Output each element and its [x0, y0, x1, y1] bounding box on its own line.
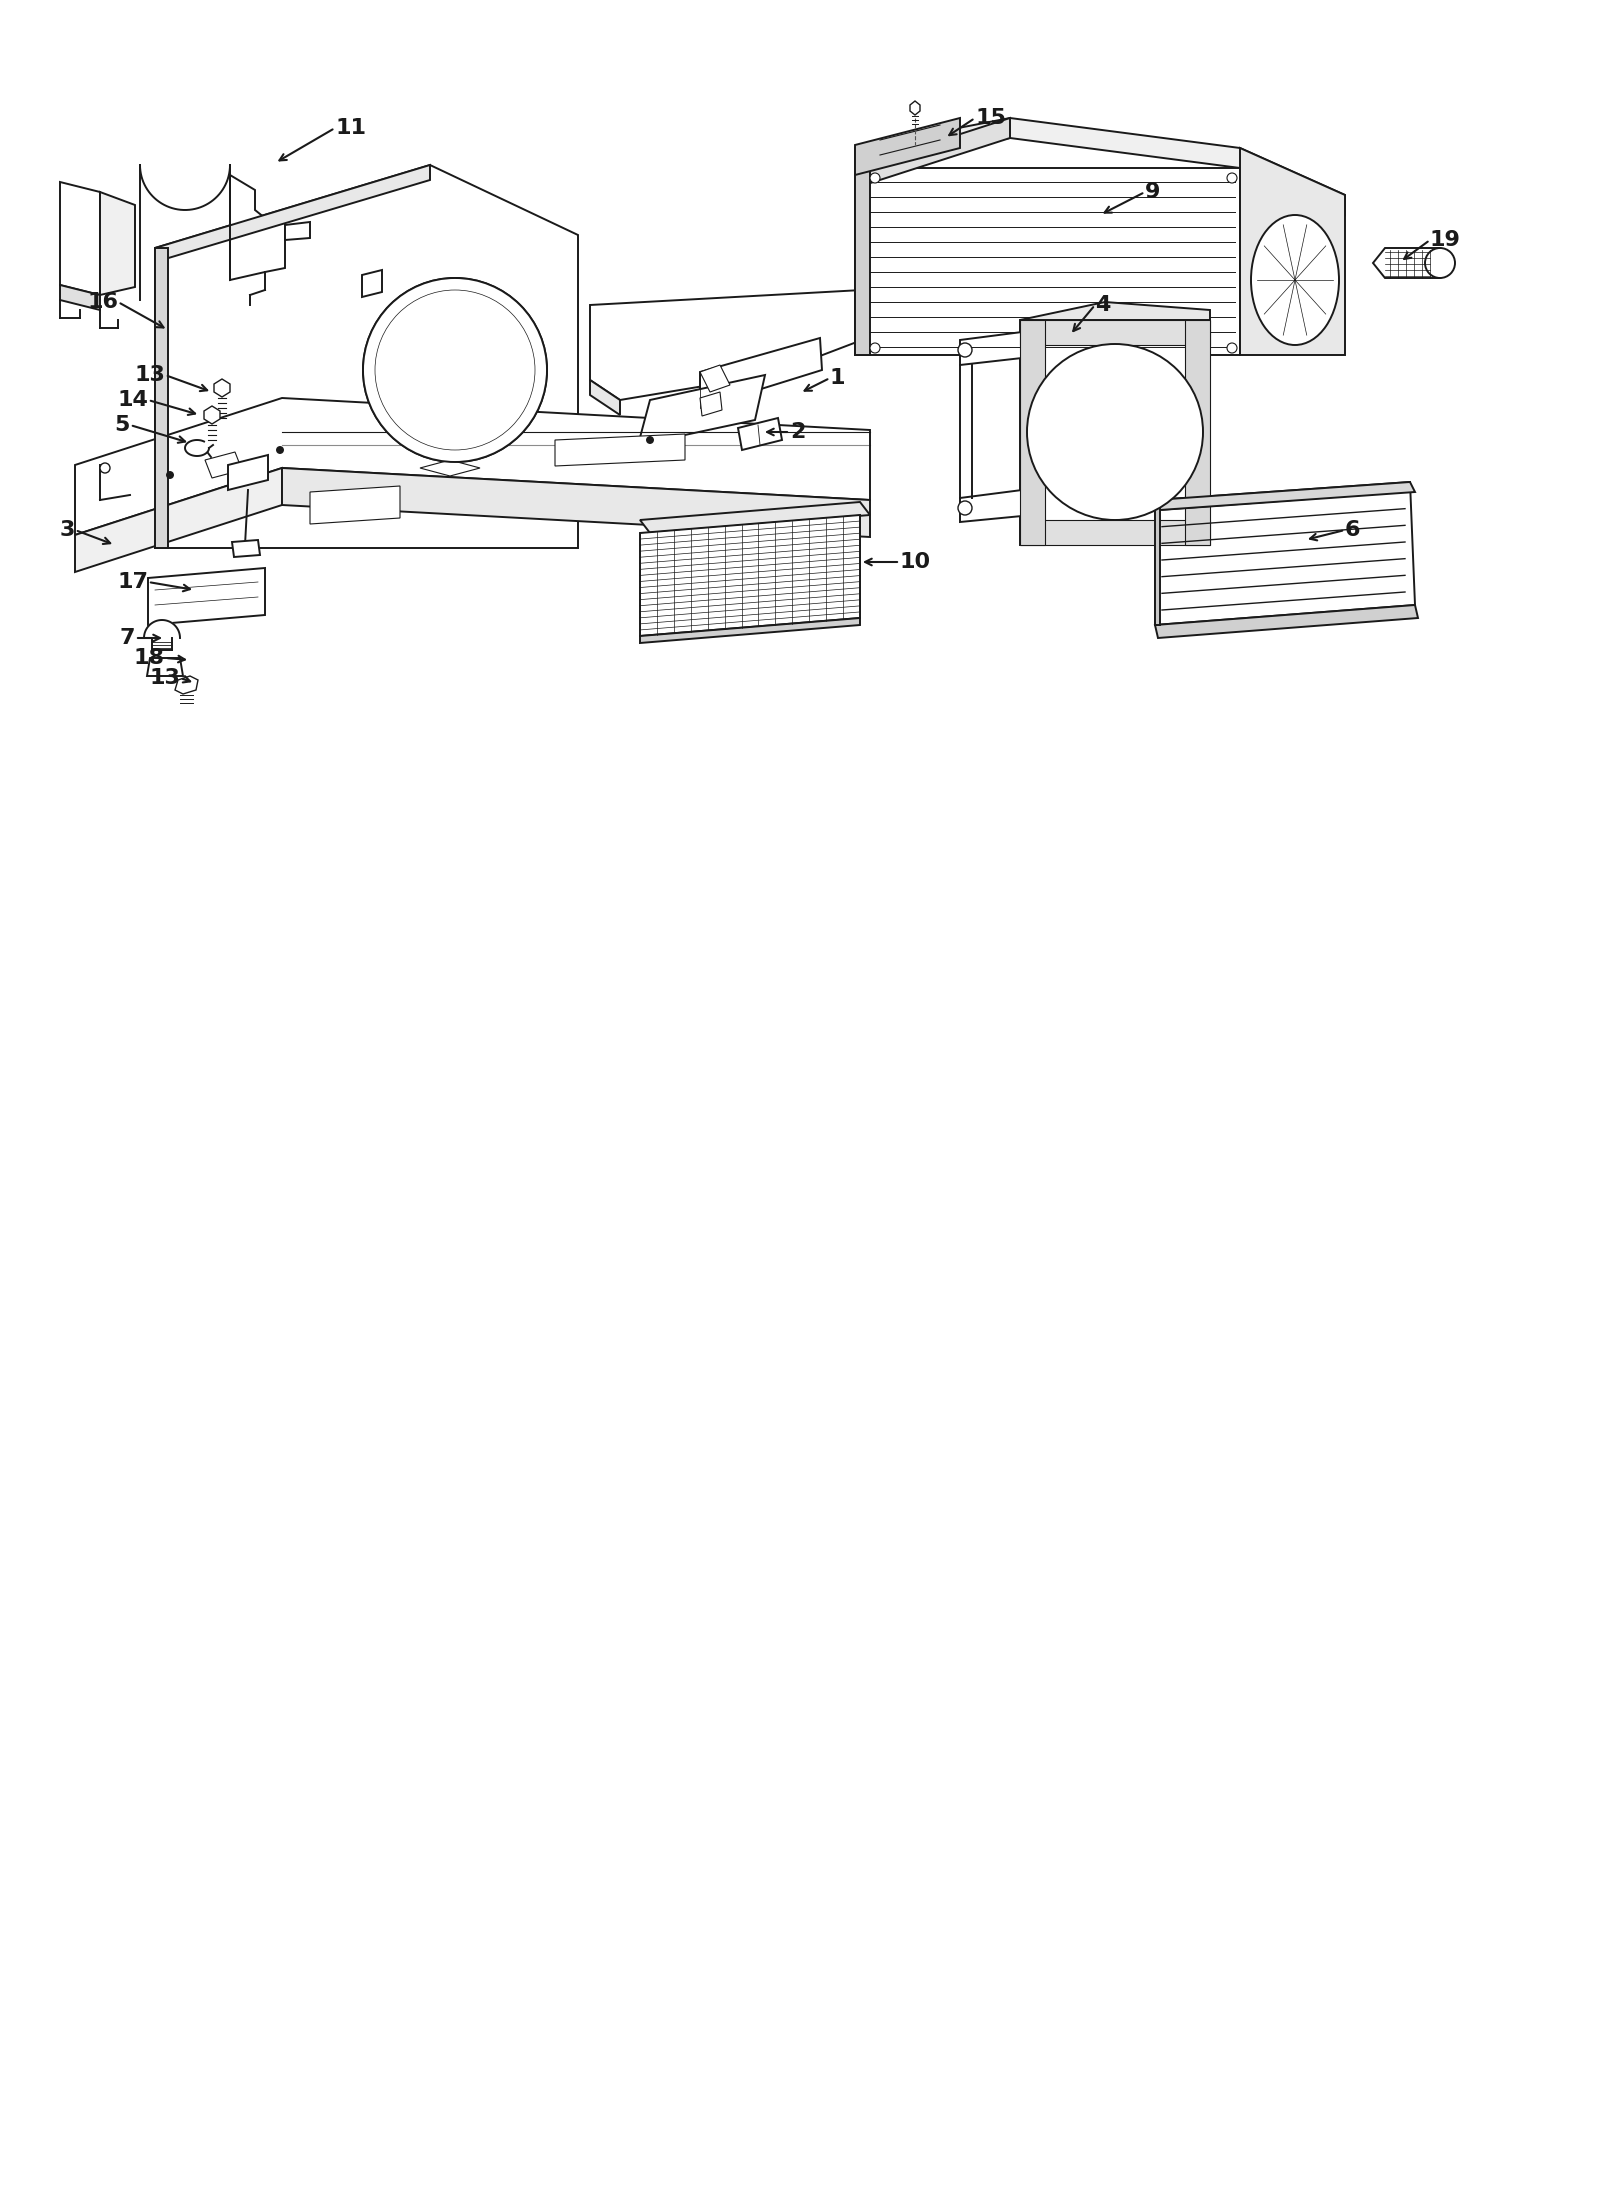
- Polygon shape: [155, 166, 430, 263]
- Text: 17: 17: [117, 572, 147, 592]
- Polygon shape: [75, 398, 870, 535]
- Text: 1: 1: [830, 369, 845, 389]
- Text: 7: 7: [120, 627, 134, 647]
- Polygon shape: [960, 490, 1022, 521]
- Polygon shape: [1021, 519, 1210, 546]
- Polygon shape: [960, 331, 1022, 364]
- Polygon shape: [282, 468, 870, 537]
- Polygon shape: [205, 453, 242, 477]
- Text: 18: 18: [134, 647, 165, 667]
- Text: 6: 6: [1346, 519, 1360, 539]
- Polygon shape: [155, 247, 168, 548]
- Polygon shape: [174, 676, 198, 694]
- Text: 10: 10: [899, 552, 931, 572]
- Circle shape: [870, 342, 880, 353]
- Polygon shape: [1373, 247, 1453, 278]
- Circle shape: [99, 464, 110, 473]
- Text: 13: 13: [134, 364, 165, 384]
- Polygon shape: [1021, 320, 1045, 546]
- Polygon shape: [854, 117, 1010, 188]
- Polygon shape: [1240, 148, 1346, 356]
- Text: 15: 15: [974, 108, 1006, 128]
- Text: 19: 19: [1430, 230, 1461, 250]
- Ellipse shape: [1426, 247, 1454, 278]
- Polygon shape: [232, 539, 259, 557]
- Polygon shape: [854, 117, 960, 175]
- Circle shape: [958, 342, 973, 358]
- Polygon shape: [1021, 303, 1210, 320]
- Polygon shape: [1155, 605, 1418, 638]
- Polygon shape: [910, 102, 920, 115]
- Polygon shape: [555, 433, 685, 466]
- Polygon shape: [590, 380, 621, 415]
- Polygon shape: [701, 364, 730, 391]
- Polygon shape: [61, 285, 99, 309]
- Circle shape: [1227, 172, 1237, 183]
- Polygon shape: [1155, 482, 1414, 625]
- Ellipse shape: [1251, 214, 1339, 345]
- Polygon shape: [205, 406, 221, 424]
- Circle shape: [1027, 345, 1203, 519]
- Text: 13: 13: [149, 667, 179, 687]
- Polygon shape: [738, 418, 782, 451]
- Polygon shape: [285, 221, 310, 241]
- Circle shape: [363, 278, 547, 462]
- Circle shape: [646, 437, 653, 444]
- Text: 9: 9: [1146, 181, 1160, 201]
- Polygon shape: [638, 376, 765, 444]
- Text: 4: 4: [1094, 296, 1110, 316]
- Polygon shape: [1021, 320, 1210, 345]
- Polygon shape: [590, 289, 862, 400]
- Polygon shape: [1186, 320, 1210, 546]
- Polygon shape: [1155, 482, 1414, 510]
- Polygon shape: [640, 515, 861, 636]
- Circle shape: [363, 278, 547, 462]
- Circle shape: [958, 501, 973, 515]
- Polygon shape: [155, 166, 578, 548]
- Polygon shape: [147, 568, 266, 625]
- Polygon shape: [1021, 320, 1210, 546]
- Polygon shape: [75, 468, 282, 572]
- Text: 5: 5: [115, 415, 130, 435]
- Polygon shape: [854, 168, 1240, 356]
- Polygon shape: [147, 658, 182, 676]
- Text: 3: 3: [59, 519, 75, 539]
- Circle shape: [166, 473, 173, 477]
- Polygon shape: [230, 175, 285, 281]
- Polygon shape: [362, 269, 382, 296]
- Polygon shape: [229, 455, 269, 490]
- Polygon shape: [419, 459, 480, 475]
- Circle shape: [374, 289, 534, 451]
- Polygon shape: [854, 168, 870, 356]
- Text: 2: 2: [790, 422, 805, 442]
- Polygon shape: [640, 619, 861, 643]
- Polygon shape: [99, 192, 134, 296]
- Text: 11: 11: [334, 117, 366, 137]
- Polygon shape: [854, 117, 1346, 214]
- Text: 16: 16: [86, 292, 118, 311]
- Polygon shape: [640, 501, 870, 532]
- Polygon shape: [1155, 499, 1160, 625]
- Text: 14: 14: [117, 391, 147, 411]
- Polygon shape: [214, 380, 230, 398]
- Polygon shape: [701, 391, 722, 415]
- Polygon shape: [144, 621, 179, 638]
- Polygon shape: [310, 486, 400, 524]
- Circle shape: [870, 172, 880, 183]
- Polygon shape: [61, 181, 99, 296]
- Circle shape: [277, 446, 283, 453]
- Polygon shape: [701, 338, 822, 409]
- Circle shape: [1227, 342, 1237, 353]
